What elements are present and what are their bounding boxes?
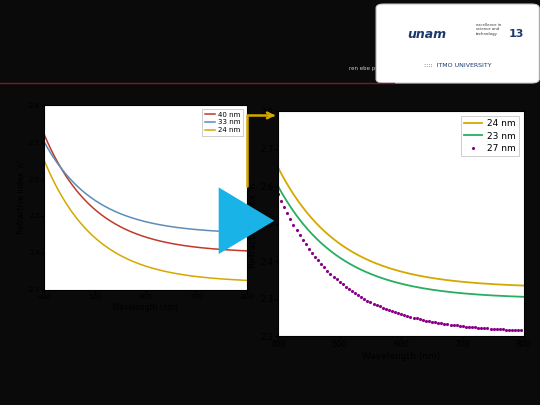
- 23 nm: [521, 294, 527, 299]
- Line: 27 nm: 27 nm: [276, 192, 525, 332]
- Line: 24 nm: 24 nm: [278, 168, 524, 286]
- 33 nm: [187, 226, 194, 231]
- FancyBboxPatch shape: [376, 4, 539, 83]
- 24 nm: [107, 247, 113, 252]
- 24 nm: [275, 165, 281, 170]
- 24 nm: [305, 211, 311, 216]
- 40 nm: [41, 132, 48, 137]
- 33 nm: [168, 224, 175, 229]
- 23 nm: [454, 290, 460, 295]
- 27 nm: [355, 293, 361, 298]
- X-axis label: Wavelength (nm): Wavelength (nm): [112, 303, 179, 311]
- 27 nm: [429, 320, 436, 324]
- 24 nm: [188, 273, 195, 278]
- 23 nm: [305, 227, 311, 232]
- 27 nm: [521, 328, 527, 333]
- Text: unam: unam: [407, 28, 447, 40]
- Line: 40 nm: 40 nm: [44, 135, 247, 251]
- 24 nm: [521, 283, 527, 288]
- Y-axis label: Refractive index 'n': Refractive index 'n': [249, 180, 258, 268]
- 24 nm: [452, 279, 458, 284]
- 24 nm: [187, 273, 194, 278]
- 40 nm: [121, 226, 127, 231]
- 27 nm: [372, 302, 379, 307]
- 24 nm: [168, 270, 175, 275]
- 23 nm: [355, 266, 361, 271]
- 24 nm: [244, 278, 250, 283]
- 40 nm: [188, 244, 195, 249]
- 24 nm: [372, 261, 379, 266]
- Y-axis label: Refractive index 'n': Refractive index 'n': [17, 160, 26, 234]
- 27 nm: [454, 323, 460, 328]
- Line: 23 nm: 23 nm: [278, 186, 524, 297]
- X-axis label: Wavelength (nm): Wavelength (nm): [362, 352, 440, 361]
- 40 nm: [107, 218, 113, 223]
- 40 nm: [244, 248, 250, 253]
- 24 nm: [65, 205, 72, 210]
- 24 nm: [41, 158, 48, 163]
- Text: 13: 13: [509, 29, 524, 39]
- Text: ren ebe p: ren ebe p: [349, 66, 375, 71]
- Text: ::::  ITMO UNIVERSITY: :::: ITMO UNIVERSITY: [424, 63, 491, 68]
- Legend: 24 nm, 23 nm, 27 nm: 24 nm, 23 nm, 27 nm: [461, 116, 519, 156]
- 27 nm: [452, 323, 458, 328]
- 24 nm: [121, 255, 127, 260]
- 33 nm: [188, 227, 195, 232]
- Line: 24 nm: 24 nm: [44, 161, 247, 280]
- Line: 33 nm: 33 nm: [44, 142, 247, 232]
- 33 nm: [244, 230, 250, 235]
- 24 nm: [355, 253, 361, 258]
- 33 nm: [41, 140, 48, 145]
- 33 nm: [121, 213, 127, 218]
- 23 nm: [429, 288, 436, 292]
- 33 nm: [107, 207, 113, 211]
- 23 nm: [372, 273, 379, 278]
- 27 nm: [275, 191, 281, 196]
- Legend: 40 nm, 33 nm, 24 nm: 40 nm, 33 nm, 24 nm: [202, 109, 244, 136]
- 23 nm: [275, 184, 281, 189]
- 24 nm: [429, 276, 436, 281]
- 24 nm: [454, 279, 460, 284]
- 40 nm: [168, 241, 175, 246]
- 40 nm: [65, 177, 72, 182]
- 40 nm: [187, 244, 194, 249]
- 23 nm: [452, 290, 458, 295]
- 33 nm: [65, 175, 72, 180]
- 27 nm: [305, 245, 311, 249]
- Text: excellence in
science and
technology: excellence in science and technology: [476, 23, 502, 36]
